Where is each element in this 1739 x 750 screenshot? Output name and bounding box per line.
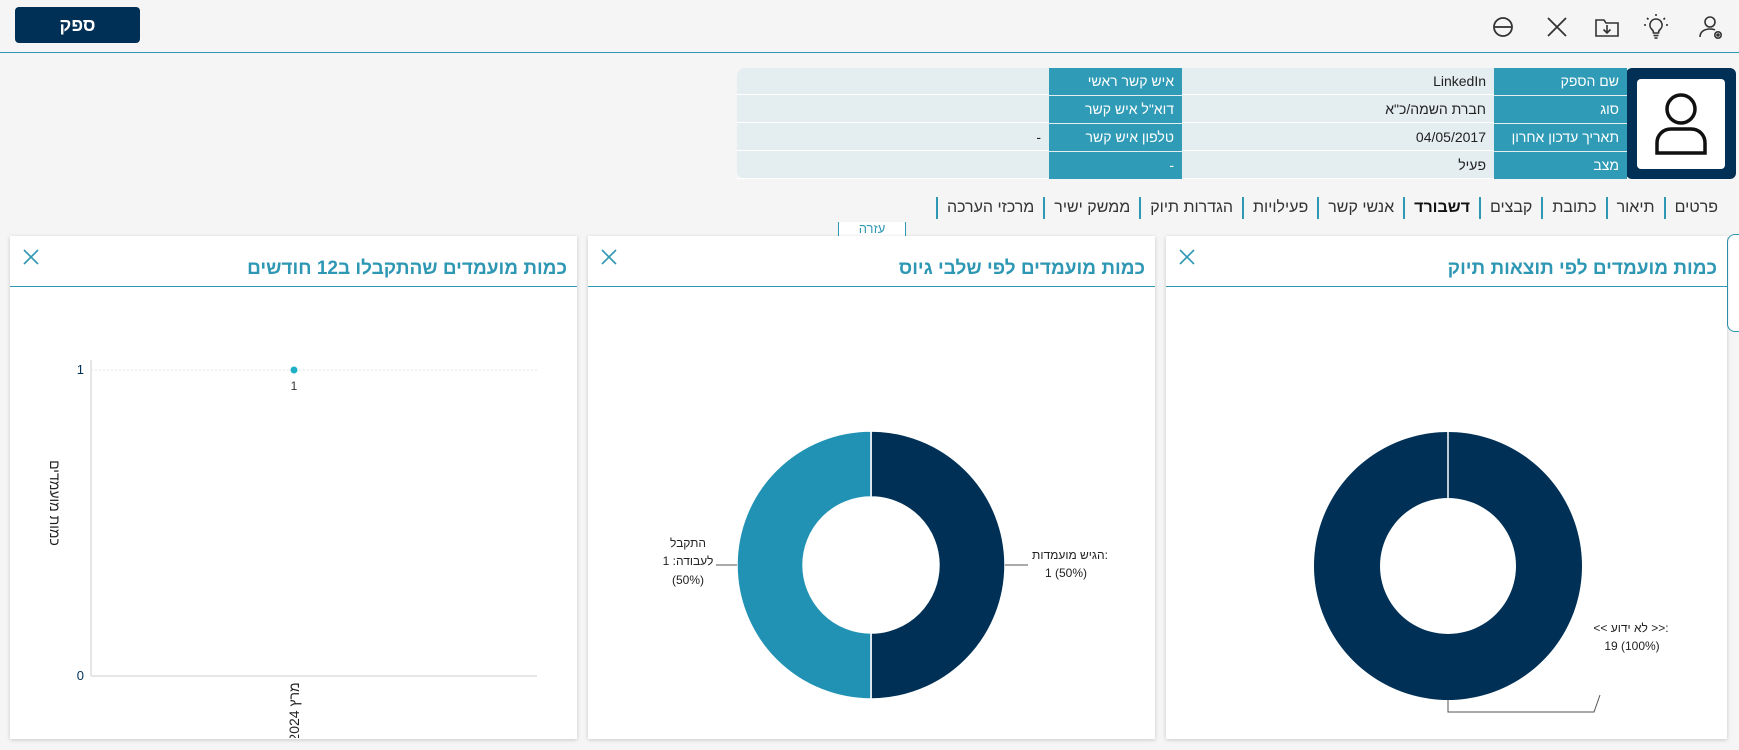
panel-title: כמות מועמדים לפי תוצאות תיוק [1447, 258, 1717, 279]
slice-value-label: 1 (50%) [1045, 566, 1087, 580]
user-icon [1655, 92, 1707, 155]
close-icon[interactable] [1542, 12, 1572, 42]
label-status: מצב [1494, 152, 1627, 179]
donut-chart-stages: הגיש מועמדות: 1 (50%) התקבל לעבודה: 1 (50%) [663, 430, 1108, 700]
slice-value-label: (50%) [672, 573, 704, 587]
top-bar: ספק [0, 0, 1739, 53]
avatar [1626, 68, 1736, 179]
slice-label: התקבל [670, 536, 706, 550]
close-icon[interactable] [598, 246, 620, 268]
info-row: שם הספק LinkedIn איש קשר ראשי [737, 68, 1627, 95]
value-contact-phone: - [1036, 129, 1041, 145]
user-settings-icon[interactable] [1696, 12, 1726, 42]
tab-address[interactable]: כתובת [1541, 197, 1605, 219]
info-row: מצב פעיל - [737, 152, 1627, 179]
line-chart-hired: 0 1 כמות מועמדים 1 מרץ 2024 [47, 360, 537, 738]
info-row: תאריך עדכון אחרון 04/05/2017 טלפון איש ק… [737, 124, 1627, 151]
label-leader-line [1447, 694, 1601, 713]
folder-download-icon[interactable] [1592, 12, 1622, 42]
y-tick-label: 1 [77, 362, 84, 377]
close-icon[interactable] [20, 246, 42, 268]
panel-title: כמות מועמדים לפי שלבי גיוס [898, 258, 1145, 279]
panel-hired-12-months: כמות מועמדים שהתקבלו ב12 חודשים 0 1 כמות מ… [10, 236, 577, 739]
lightbulb-icon[interactable] [1641, 12, 1671, 42]
y-tick-label: 0 [77, 668, 84, 683]
value-empty [737, 152, 1049, 179]
tab-files[interactable]: קבצים [1478, 197, 1541, 219]
tab-dashboard[interactable]: דשבורד [1403, 197, 1479, 219]
data-point [290, 366, 298, 374]
tab-filing-settings[interactable]: הגדרות תיוק [1139, 197, 1242, 219]
label-last-updated: תאריך עדכון אחרון [1494, 124, 1627, 151]
panel-filing-results: כמות מועמדים לפי תוצאות תיוק << לא ידוע … [1166, 236, 1727, 739]
value-last-updated: 04/05/2017 [1415, 129, 1486, 145]
pie-slice [870, 430, 1006, 700]
label-empty: - [1049, 152, 1182, 179]
slice-label: הגיש מועמדות: [1032, 548, 1108, 562]
value-main-contact [737, 68, 1049, 95]
pie-slice [736, 430, 872, 700]
label-supplier-name: שם הספק [1494, 68, 1627, 95]
slice-label: לעבודה: 1 [663, 554, 714, 568]
side-panel-handle[interactable] [1727, 234, 1739, 332]
tab-assessment-centers[interactable]: מרכזי הערכה [935, 197, 1043, 219]
close-icon[interactable] [1176, 246, 1198, 268]
pie-slice [1313, 432, 1582, 700]
info-row: סוג חברת השמה/כ"א דוא"ל איש קשר [737, 96, 1627, 123]
tab-bar: פרטים תיאור כתובת קבצים דשבורד אנשי קשר … [935, 195, 1727, 221]
tab-activities[interactable]: פעילויות [1242, 197, 1317, 219]
donut-chart-filing: << לא ידוע >>: 19 (100%) [1313, 432, 1669, 713]
value-status: פעיל [1458, 157, 1486, 173]
tab-contacts[interactable]: אנשי קשר [1317, 197, 1403, 219]
value-type: חברת השמה/כ"א [1385, 101, 1486, 117]
y-axis-label: כמות מועמדים [47, 460, 63, 546]
label-contact-email: דוא"ל איש קשר [1049, 96, 1182, 123]
tab-direct-interface[interactable]: ממשק ישיר [1043, 197, 1139, 219]
label-main-contact: איש קשר ראשי [1049, 68, 1182, 95]
supplier-button[interactable]: ספק [15, 7, 140, 43]
label-contact-phone: טלפון איש קשר [1049, 124, 1182, 151]
x-tick-label: מרץ 2024 [286, 682, 302, 738]
panel-title: כמות מועמדים שהתקבלו ב12 חודשים [247, 258, 567, 279]
no-entry-icon[interactable] [1488, 12, 1518, 42]
label-type: סוג [1494, 96, 1627, 123]
panel-header: כמות מועמדים לפי תוצאות תיוק [1166, 236, 1727, 287]
data-label: 1 [291, 379, 298, 393]
panel-header: כמות מועמדים שהתקבלו ב12 חודשים [10, 236, 577, 287]
panel-recruitment-stages: כמות מועמדים לפי שלבי גיוס הגיש מועמדות:… [588, 236, 1155, 739]
slice-label: << לא ידוע >>: [1593, 621, 1668, 635]
tab-details[interactable]: פרטים [1663, 197, 1727, 219]
value-supplier-name: LinkedIn [1433, 73, 1486, 89]
panel-header: כמות מועמדים לפי שלבי גיוס [588, 236, 1155, 287]
tab-description[interactable]: תיאור [1605, 197, 1664, 219]
slice-value-label: 19 (100%) [1604, 639, 1659, 653]
supplier-info-table: שם הספק LinkedIn איש קשר ראשי סוג חברת ה… [737, 68, 1627, 179]
value-contact-email [737, 96, 1049, 123]
avatar-frame [1637, 78, 1725, 169]
